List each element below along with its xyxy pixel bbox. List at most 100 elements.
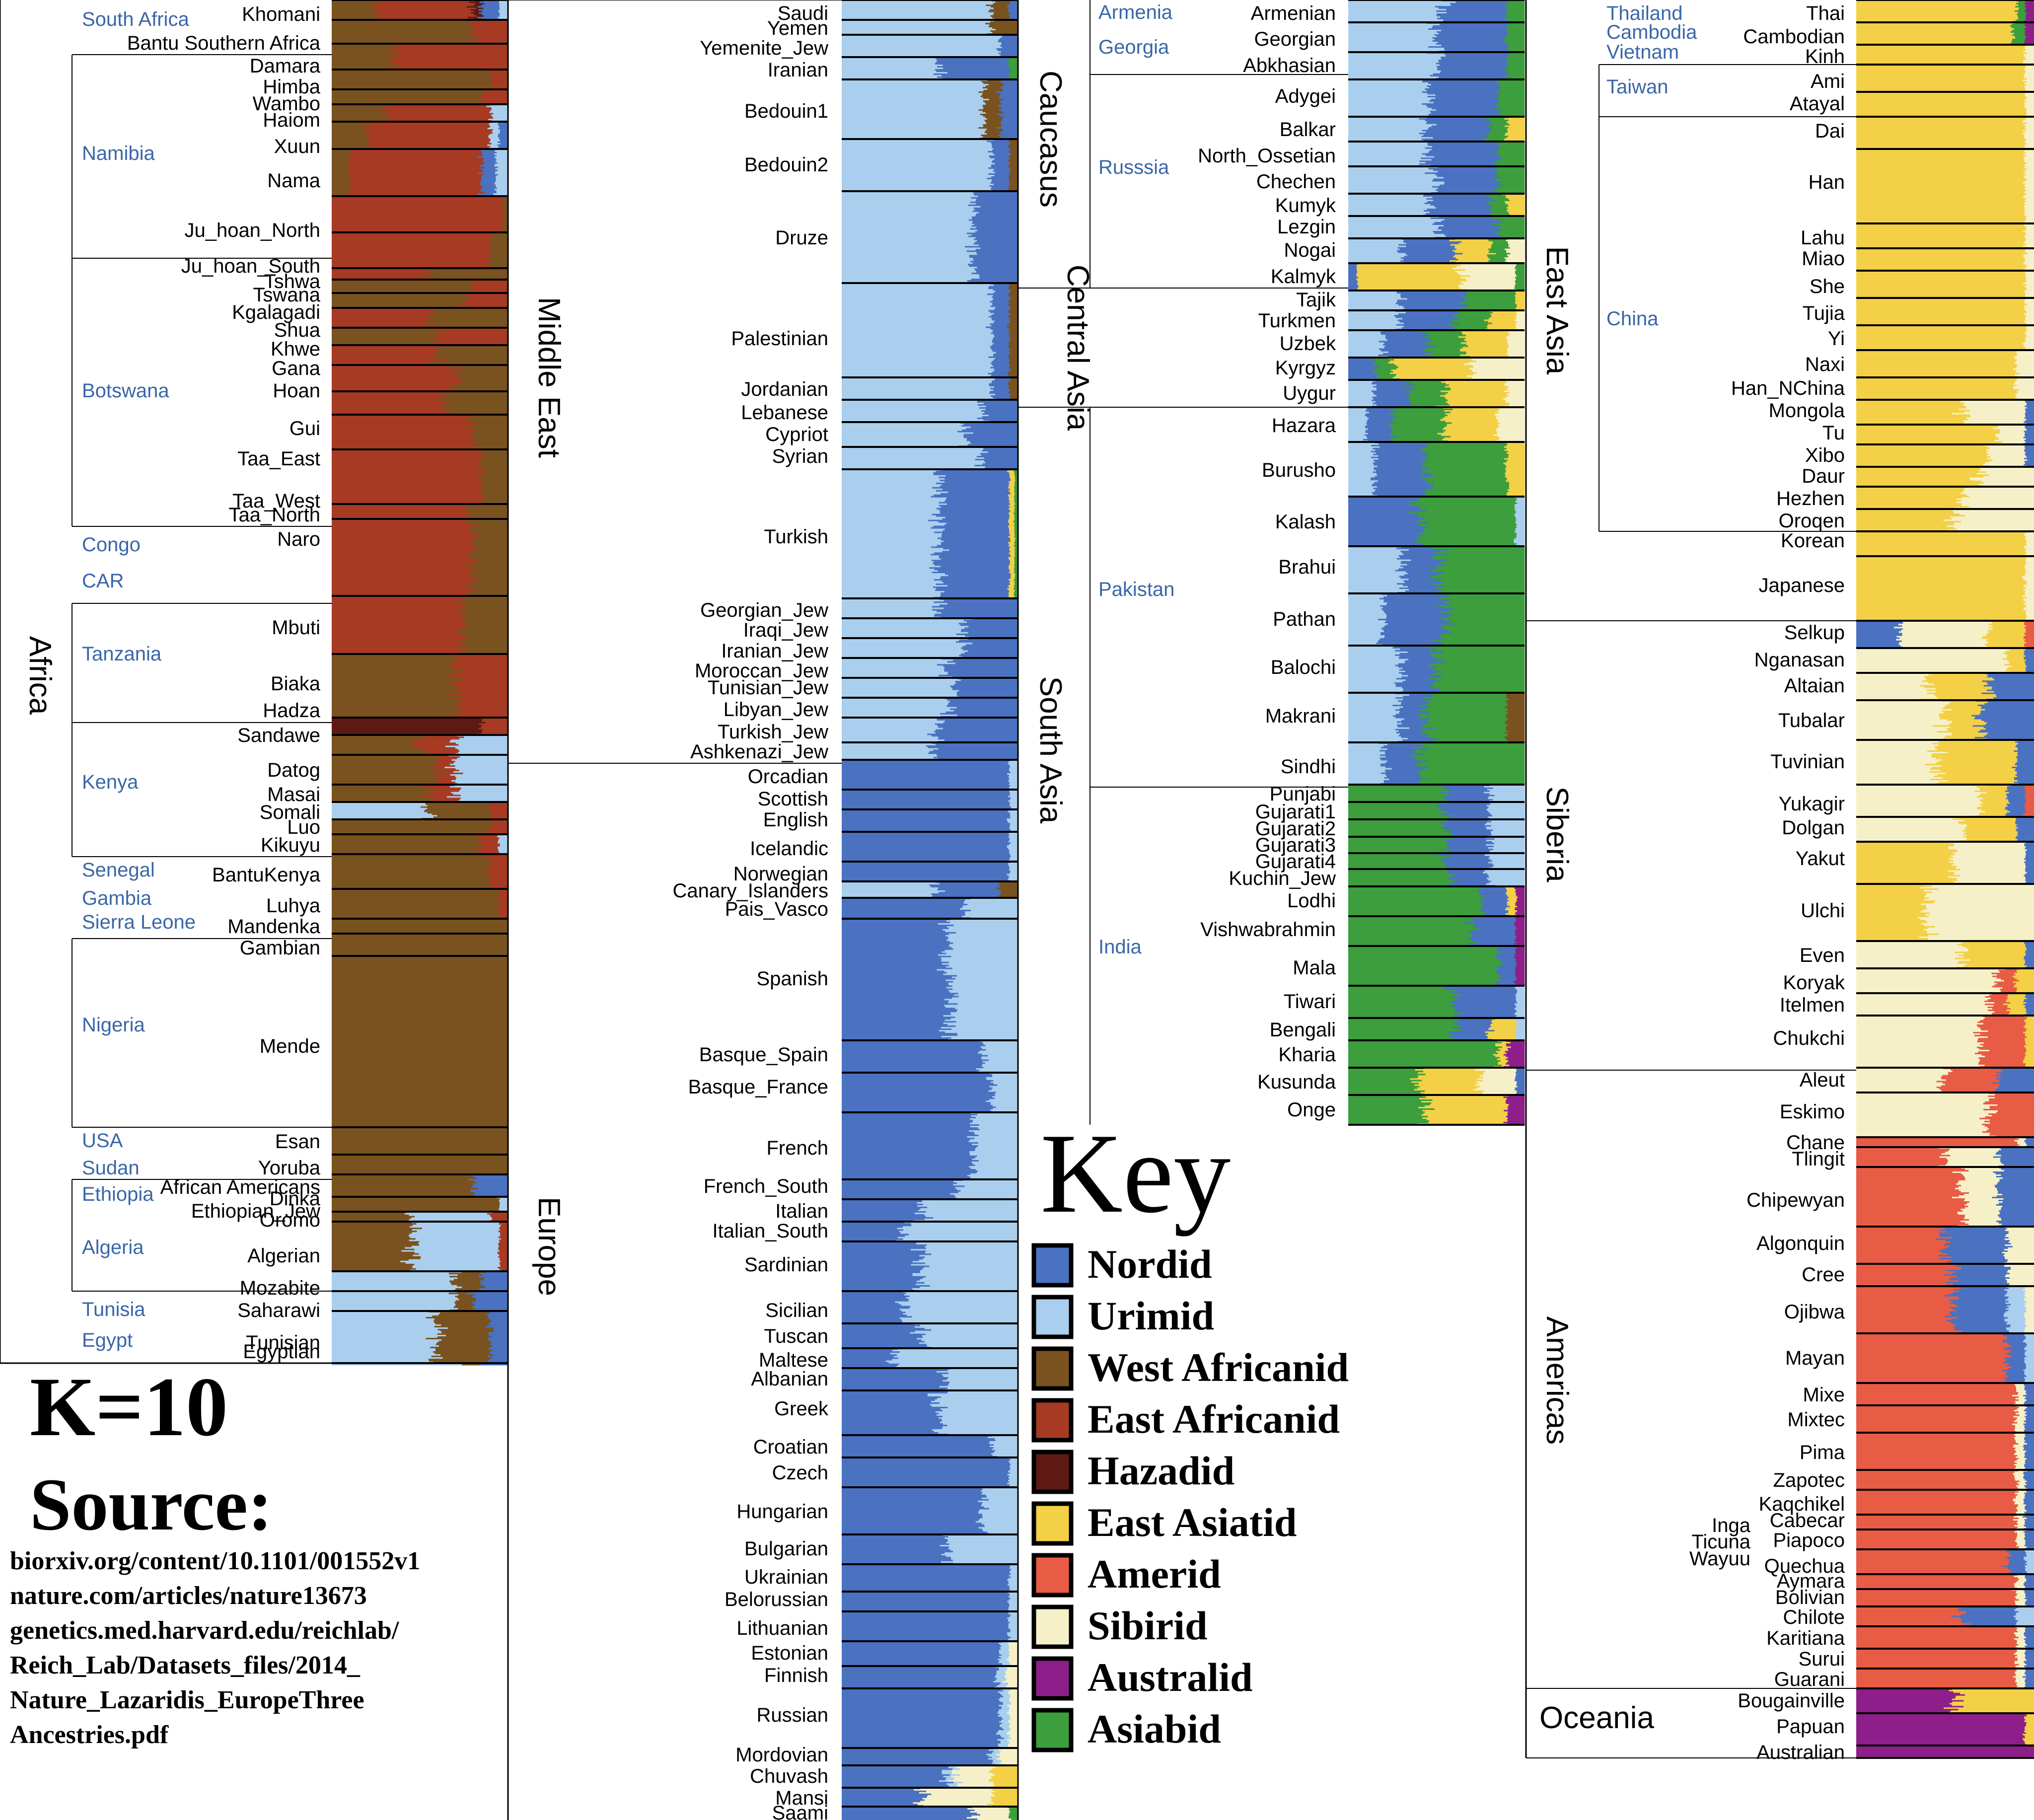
ancestry-segment [332,299,462,301]
ancestry-segment [499,837,508,839]
ancestry-segment [964,627,1018,630]
ancestry-segment [999,889,1018,891]
ancestry-segment [842,203,976,205]
ancestry-segment [332,685,456,687]
ancestry-segment [842,1566,1011,1568]
ancestry-segment [842,126,984,128]
ancestry-segment [332,764,434,766]
ancestry-segment [489,878,508,880]
ancestry-segment [1009,558,1015,560]
ancestry-segment [332,360,446,363]
ancestry-segment [842,1080,994,1082]
ancestry-segment [842,1301,895,1304]
ancestry-segment [947,1392,1018,1394]
ancestry-segment [842,865,1009,867]
ancestry-segment [332,1324,441,1326]
ancestry-segment [1015,484,1018,486]
ancestry-segment [1008,521,1014,523]
ancestry-segment [445,745,508,748]
ancestry-segment [1001,136,1018,138]
ancestry-segment [490,871,508,873]
ancestry-segment [332,482,482,484]
ancestry-segment [842,979,946,981]
ancestry-segment [492,1217,508,1219]
ancestry-segment [1011,479,1016,482]
ancestry-segment [842,409,986,411]
ancestry-segment [948,936,1018,939]
ancestry-segment [491,1320,508,1322]
ancestry-segment [1015,530,1018,532]
ancestry-segment [949,1543,1018,1545]
ancestry-segment [842,569,935,571]
ancestry-segment [842,1462,1010,1464]
ancestry-segment [842,99,990,101]
ancestry-segment [411,745,446,748]
ancestry-segment [842,588,937,590]
ancestry-segment [1010,823,1018,825]
ancestry-segment [842,1,996,3]
ancestry-segment [472,1306,508,1309]
ancestry-segment [332,199,503,201]
ancestry-segment [987,1531,1018,1533]
ancestry-segment [478,837,500,839]
ancestry-segment [929,1265,1018,1268]
ancestry-segment [978,1527,1018,1529]
ancestry-segment [332,804,428,807]
ancestry-segment [332,1279,454,1281]
ancestry-segment [493,876,508,879]
ancestry-segment [495,181,508,183]
ancestry-segment [458,378,508,380]
population-bar [332,195,508,233]
ancestry-segment [842,97,984,99]
ancestry-segment [842,96,981,98]
ancestry-segment [332,1013,508,1015]
ancestry-segment [1010,337,1018,339]
ancestry-segment [982,463,1018,465]
population-bar [842,1322,1018,1349]
ancestry-segment [393,56,508,58]
ancestry-segment [1009,512,1014,514]
ancestry-segment [842,1374,943,1376]
ancestry-segment [332,144,371,146]
ancestry-segment [498,1266,508,1269]
ancestry-segment [842,1028,952,1030]
ancestry-segment [332,614,460,616]
ancestry-segment [332,4,372,6]
ancestry-segment [842,939,947,942]
ancestry-segment [477,562,508,564]
ancestry-segment [457,367,508,370]
ancestry-segment [332,177,349,179]
ancestry-segment [437,815,491,817]
ancestry-segment [1009,3,1018,5]
ancestry-segment [842,1475,1010,1477]
ancestry-segment [903,1238,1018,1240]
ancestry-segment [489,804,508,807]
ancestry-segment [842,456,977,458]
ancestry-segment [842,105,983,107]
ancestry-segment [956,641,1018,643]
ancestry-segment [332,1350,436,1352]
ancestry-segment [911,1225,1018,1227]
ancestry-segment [491,114,508,116]
ancestry-segment [473,538,508,540]
ancestry-segment [485,722,508,724]
ancestry-segment [332,434,472,437]
ancestry-segment [332,692,460,694]
ancestry-segment [842,1446,990,1448]
ancestry-segment [464,294,508,296]
population-bar [332,69,508,90]
population-label: Basque_Spain [699,1044,828,1066]
ancestry-segment [842,1238,904,1240]
ancestry-segment [412,1232,501,1234]
ancestry-segment [332,238,491,240]
ancestry-segment [992,299,1011,301]
ancestry-segment [475,433,508,435]
ancestry-segment [842,1614,1011,1616]
ancestry-segment [332,488,482,490]
ancestry-segment [483,186,497,188]
ancestry-segment [332,193,351,195]
ancestry-segment [411,1245,500,1248]
ancestry-segment [842,1582,1009,1585]
ancestry-segment [332,151,351,154]
ancestry-segment [1010,1472,1018,1474]
